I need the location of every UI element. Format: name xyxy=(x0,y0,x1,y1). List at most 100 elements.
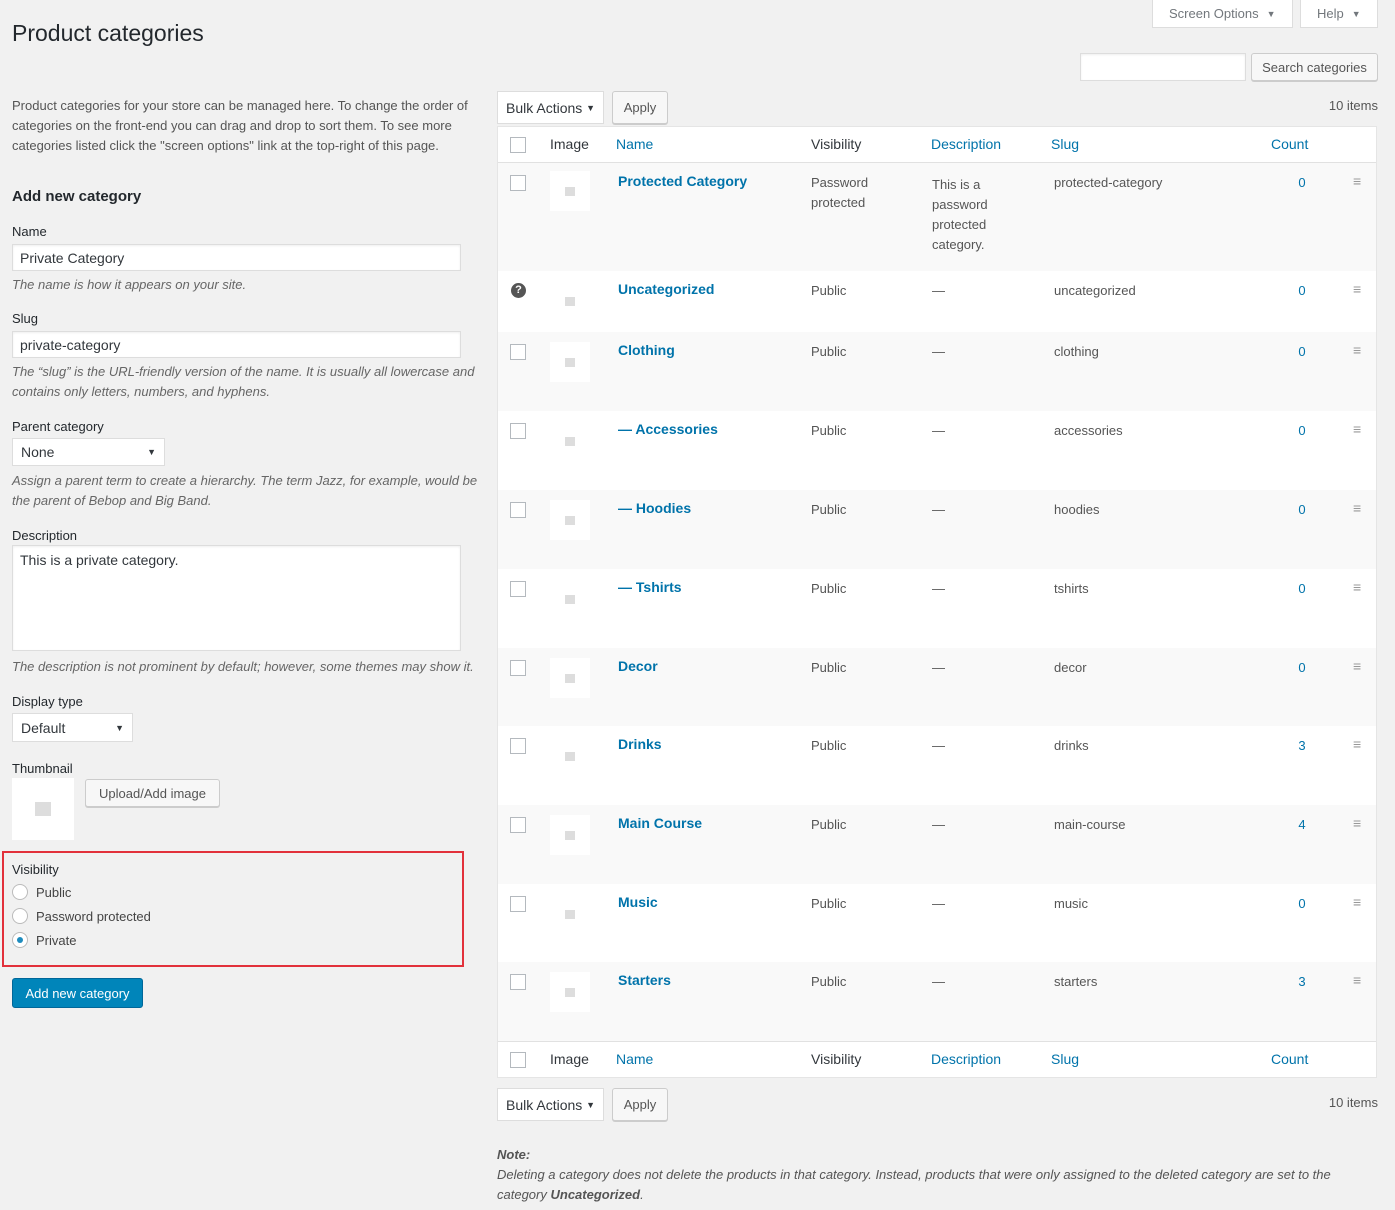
drag-handle-icon[interactable]: ≡ xyxy=(1353,342,1362,358)
category-count-link[interactable]: 0 xyxy=(1298,502,1306,517)
placeholder-image-icon xyxy=(565,909,575,919)
category-visibility: Public xyxy=(811,581,847,596)
column-slug[interactable]: Slug xyxy=(1051,1051,1080,1067)
category-name-link[interactable]: Uncategorized xyxy=(618,281,715,297)
category-count-link[interactable]: 0 xyxy=(1298,283,1306,298)
search-categories-input[interactable] xyxy=(1080,53,1246,81)
category-count-link[interactable]: 3 xyxy=(1298,738,1306,753)
drag-handle-icon[interactable]: ≡ xyxy=(1353,500,1362,516)
placeholder-image-icon xyxy=(565,751,575,761)
table-row: Decor Public — decor 0 ≡ xyxy=(498,648,1376,726)
row-checkbox[interactable] xyxy=(510,660,526,676)
slug-input[interactable]: private-category xyxy=(12,331,461,358)
parent-help: Assign a parent term to create a hierarc… xyxy=(12,473,478,508)
category-name-link[interactable]: Decor xyxy=(618,658,658,674)
row-checkbox[interactable] xyxy=(510,738,526,754)
row-checkbox[interactable] xyxy=(510,175,526,191)
category-description: — xyxy=(932,344,945,359)
category-count-link[interactable]: 4 xyxy=(1298,817,1306,832)
radio-button[interactable] xyxy=(12,932,28,948)
category-thumbnail xyxy=(550,281,590,321)
category-description: — xyxy=(932,660,945,675)
category-name-link[interactable]: Main Course xyxy=(618,815,703,831)
column-description[interactable]: Description xyxy=(931,1051,1002,1067)
row-checkbox[interactable] xyxy=(510,817,526,833)
drag-handle-icon[interactable]: ≡ xyxy=(1353,421,1362,437)
upload-image-button[interactable]: Upload/Add image xyxy=(85,779,220,807)
category-slug: accessories xyxy=(1054,423,1123,438)
category-name-link[interactable]: — Accessories xyxy=(618,421,718,437)
drag-handle-icon[interactable]: ≡ xyxy=(1353,815,1362,831)
category-name-link[interactable]: Clothing xyxy=(618,342,675,358)
column-description[interactable]: Description xyxy=(931,136,1002,152)
drag-handle-icon[interactable]: ≡ xyxy=(1353,894,1362,910)
table-row: Starters Public — starters 3 ≡ xyxy=(498,962,1376,1041)
column-count[interactable]: Count xyxy=(1271,136,1309,152)
drag-handle-icon[interactable]: ≡ xyxy=(1353,579,1362,595)
category-count-link[interactable]: 0 xyxy=(1298,175,1306,190)
screen-options-button[interactable]: Screen Options ▼ xyxy=(1152,0,1293,28)
visibility-radio-2[interactable]: Private xyxy=(12,932,76,948)
category-slug: hoodies xyxy=(1054,502,1100,517)
row-checkbox[interactable] xyxy=(510,502,526,518)
category-count-link[interactable]: 0 xyxy=(1298,660,1306,675)
note-text: Deleting a category does not delete the … xyxy=(497,1167,1331,1202)
category-description: — xyxy=(932,502,945,517)
help-button[interactable]: Help ▼ xyxy=(1300,0,1378,28)
help-label: Help xyxy=(1317,6,1344,21)
radio-button[interactable] xyxy=(12,908,28,924)
description-label: Description xyxy=(12,528,78,543)
column-name[interactable]: Name xyxy=(616,136,654,152)
slug-label: Slug xyxy=(12,311,39,326)
screen-options-label: Screen Options xyxy=(1169,6,1259,21)
visibility-radio-1[interactable]: Password protected xyxy=(12,908,151,924)
category-name-link[interactable]: — Tshirts xyxy=(618,579,682,595)
search-categories-button[interactable]: Search categories xyxy=(1251,53,1378,81)
drag-handle-icon[interactable]: ≡ xyxy=(1353,658,1362,674)
bulk-actions-select-bottom[interactable]: Bulk Actions ▼ xyxy=(497,1088,604,1121)
category-slug: drinks xyxy=(1054,738,1089,753)
radio-label: Private xyxy=(36,932,77,948)
category-count-link[interactable]: 0 xyxy=(1298,423,1306,438)
name-help: The name is how it appears on your site. xyxy=(12,277,247,292)
column-name[interactable]: Name xyxy=(616,1051,654,1067)
category-name-link[interactable]: Music xyxy=(618,894,658,910)
row-checkbox[interactable] xyxy=(510,423,526,439)
display-type-select[interactable]: Default ▼ xyxy=(12,713,133,742)
row-checkbox[interactable] xyxy=(510,896,526,912)
category-count-link[interactable]: 0 xyxy=(1298,581,1306,596)
help-icon[interactable]: ? xyxy=(511,283,526,298)
column-slug[interactable]: Slug xyxy=(1051,136,1080,152)
drag-handle-icon[interactable]: ≡ xyxy=(1353,972,1362,988)
name-input[interactable]: Private Category xyxy=(12,244,461,271)
description-textarea[interactable]: This is a private category. xyxy=(12,545,461,651)
row-checkbox[interactable] xyxy=(510,344,526,360)
apply-button-bottom[interactable]: Apply xyxy=(612,1088,668,1121)
placeholder-image-icon xyxy=(565,594,575,604)
category-slug: uncategorized xyxy=(1054,283,1136,298)
category-visibility: Public xyxy=(811,817,847,832)
drag-handle-icon[interactable]: ≡ xyxy=(1353,736,1362,752)
select-all-checkbox[interactable] xyxy=(510,137,526,153)
apply-button-top[interactable]: Apply xyxy=(612,91,668,124)
category-name-link[interactable]: Drinks xyxy=(618,736,662,752)
radio-button[interactable] xyxy=(12,884,28,900)
column-count[interactable]: Count xyxy=(1271,1051,1309,1067)
row-checkbox[interactable] xyxy=(510,974,526,990)
category-count-link[interactable]: 3 xyxy=(1298,974,1306,989)
category-name-link[interactable]: Protected Category xyxy=(618,173,748,189)
category-count-link[interactable]: 0 xyxy=(1298,344,1306,359)
visibility-radio-0[interactable]: Public xyxy=(12,884,71,900)
row-checkbox[interactable] xyxy=(510,581,526,597)
category-slug: starters xyxy=(1054,974,1098,989)
drag-handle-icon[interactable]: ≡ xyxy=(1353,281,1362,297)
placeholder-image-icon xyxy=(565,673,575,683)
category-name-link[interactable]: Starters xyxy=(618,972,671,988)
bulk-actions-select-top[interactable]: Bulk Actions ▼ xyxy=(497,91,604,124)
select-all-checkbox[interactable] xyxy=(510,1052,526,1068)
drag-handle-icon[interactable]: ≡ xyxy=(1353,173,1362,189)
add-new-category-button[interactable]: Add new category xyxy=(12,978,143,1008)
parent-category-select[interactable]: None ▼ xyxy=(12,438,165,466)
category-name-link[interactable]: — Hoodies xyxy=(618,500,692,516)
category-count-link[interactable]: 0 xyxy=(1298,896,1306,911)
